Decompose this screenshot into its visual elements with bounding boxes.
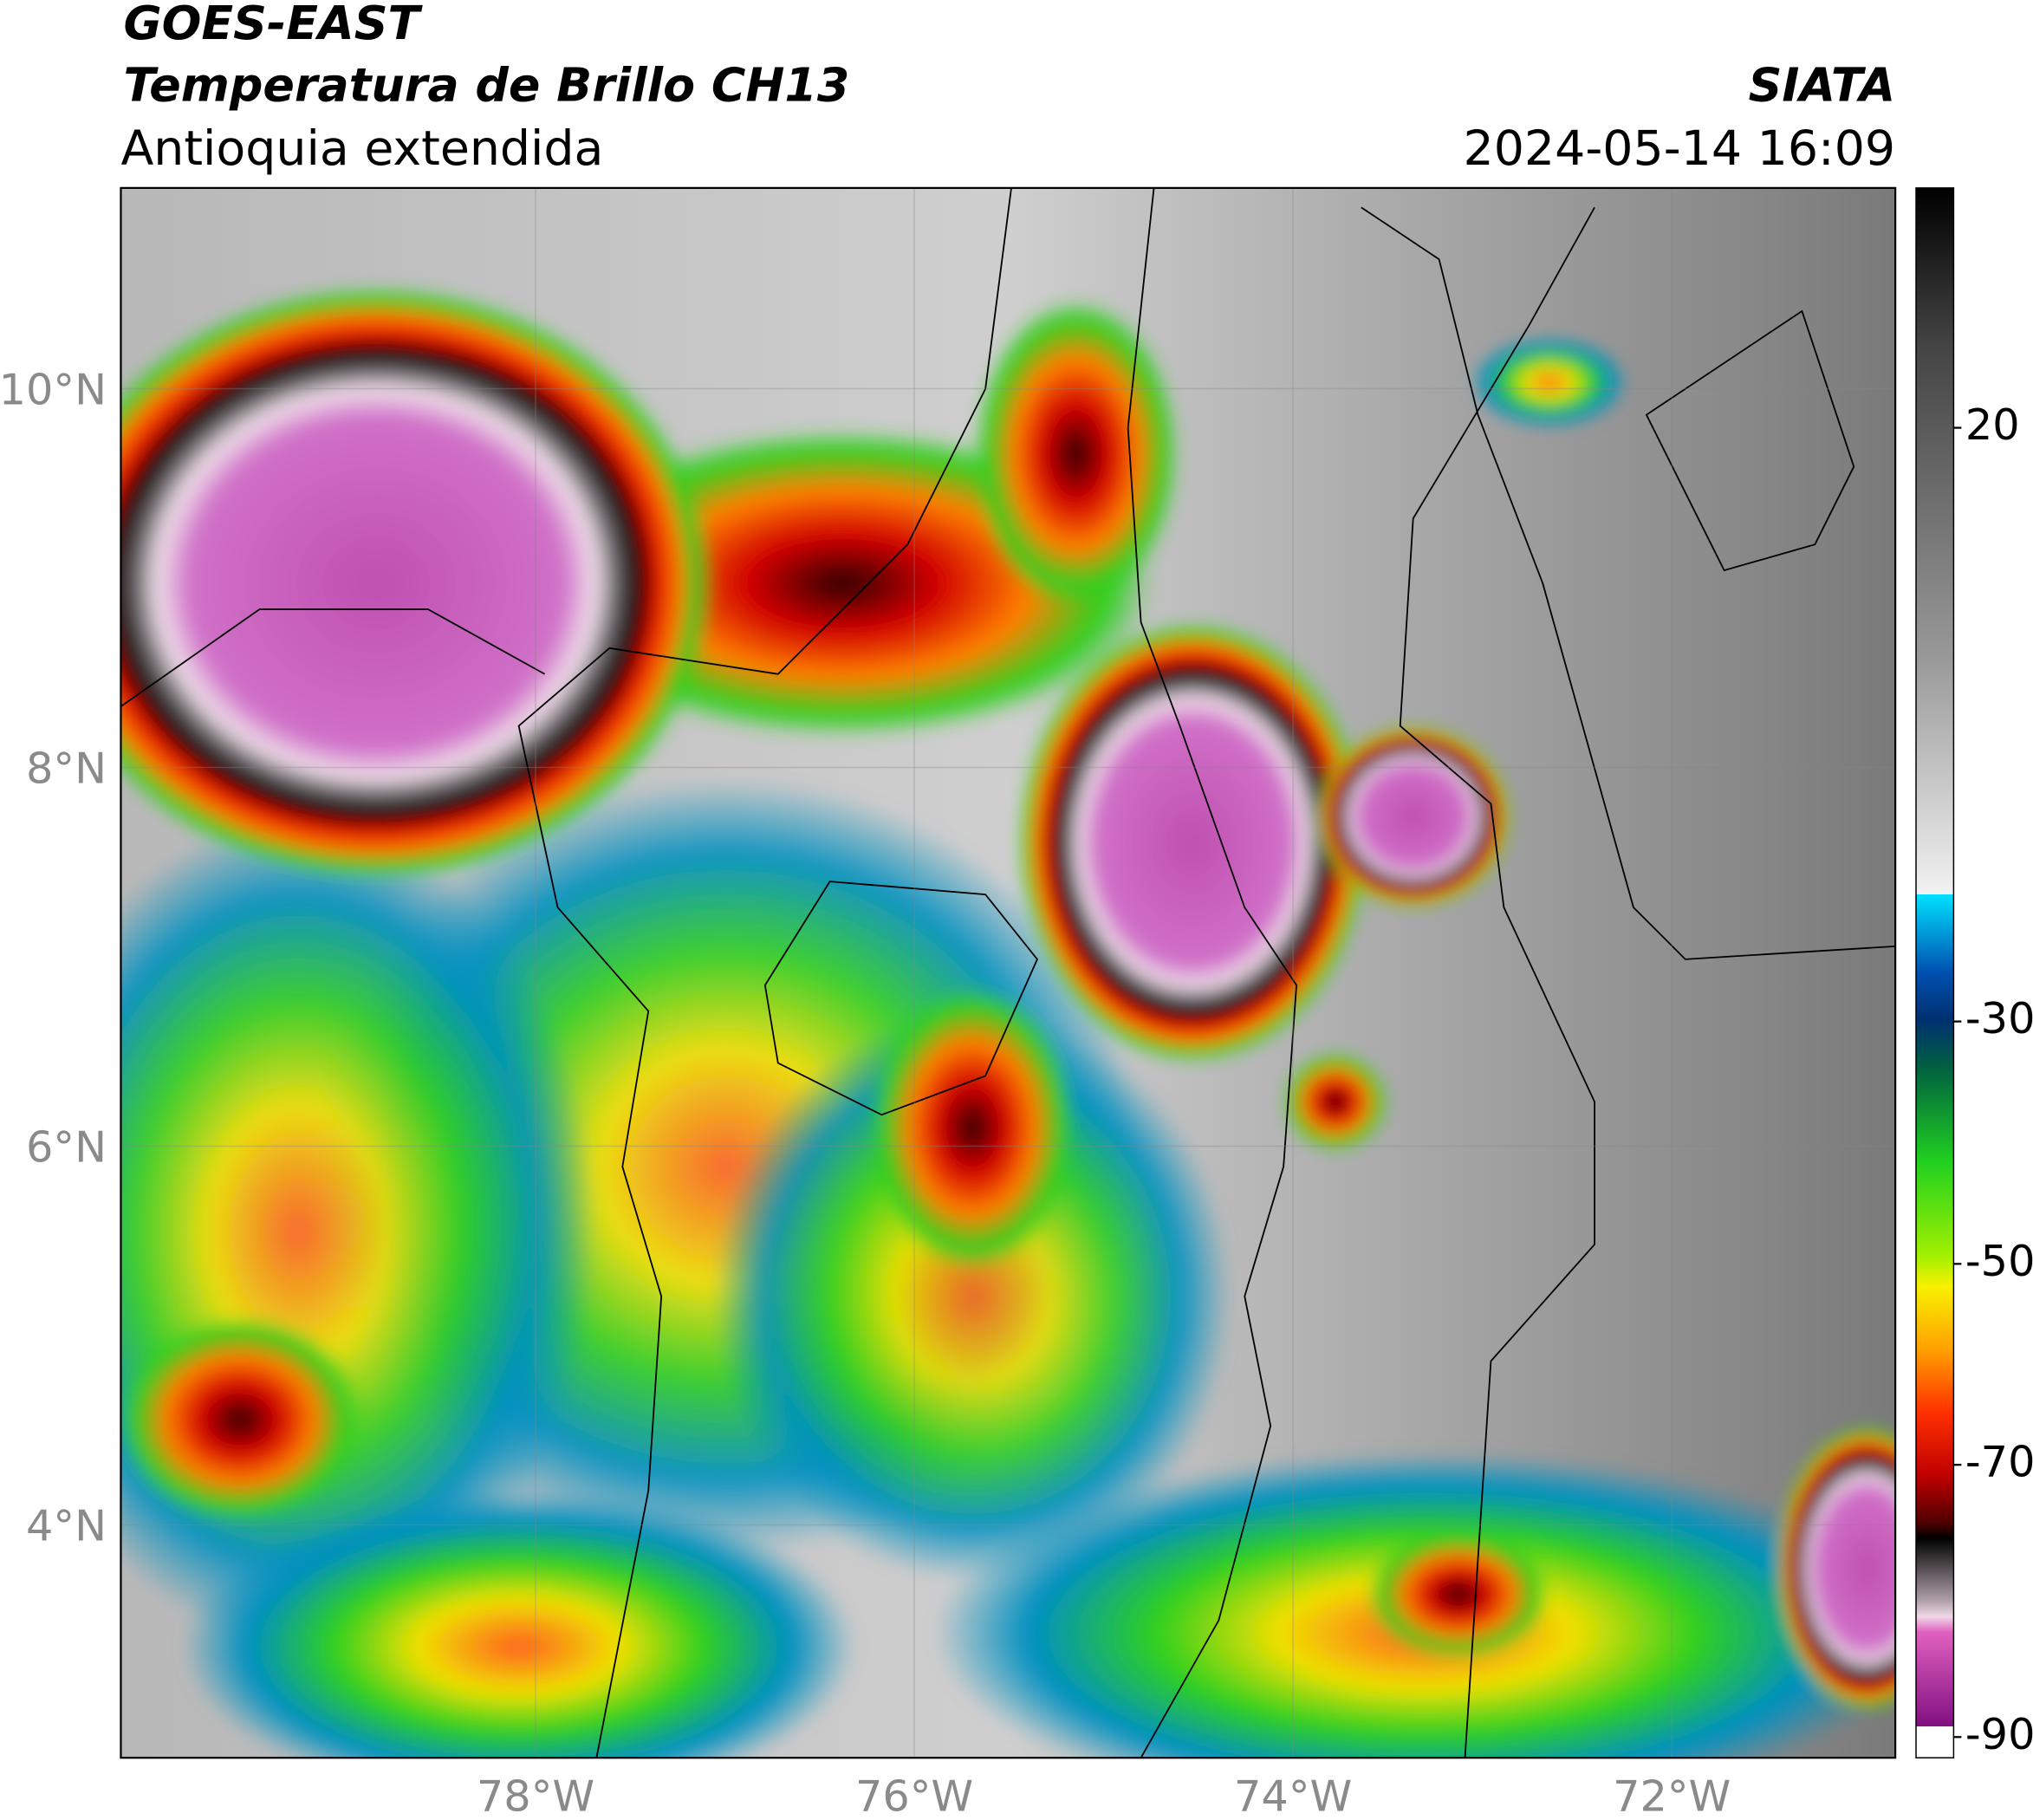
- colorbar-tick-label: -70: [1965, 1437, 2033, 1487]
- y-tick-label: 6°N: [26, 1121, 107, 1172]
- colorbar-tick-label: 20: [1965, 400, 2020, 450]
- colorbar-tick-label: -50: [1965, 1236, 2033, 1286]
- colorbar: [1915, 187, 1955, 1758]
- title: GOES-EAST: [123, 0, 423, 50]
- region: Antioquia extendida: [120, 121, 603, 177]
- colorbar-tick-label: -30: [1965, 993, 2033, 1043]
- y-tick-label: 8°N: [26, 743, 107, 793]
- graticule: [120, 187, 1896, 1758]
- datetime: 2024-05-14 16:09: [1464, 121, 1896, 177]
- x-tick-label: 78°W: [477, 1771, 594, 1820]
- y-tick-label: 4°N: [26, 1500, 107, 1550]
- colorbar-tick-label: -90: [1965, 1709, 2033, 1759]
- imagery: [120, 187, 1896, 1758]
- x-tick-label: 72°W: [1613, 1771, 1731, 1820]
- y-tick-label: 10°N: [0, 364, 107, 414]
- x-tick-label: 74°W: [1234, 1771, 1352, 1820]
- source: SIATA: [1749, 58, 1896, 113]
- map-frame: [120, 186, 1897, 1759]
- x-tick-label: 76°W: [855, 1771, 973, 1820]
- subtitle: Temperatura de Brillo CH13: [123, 58, 849, 113]
